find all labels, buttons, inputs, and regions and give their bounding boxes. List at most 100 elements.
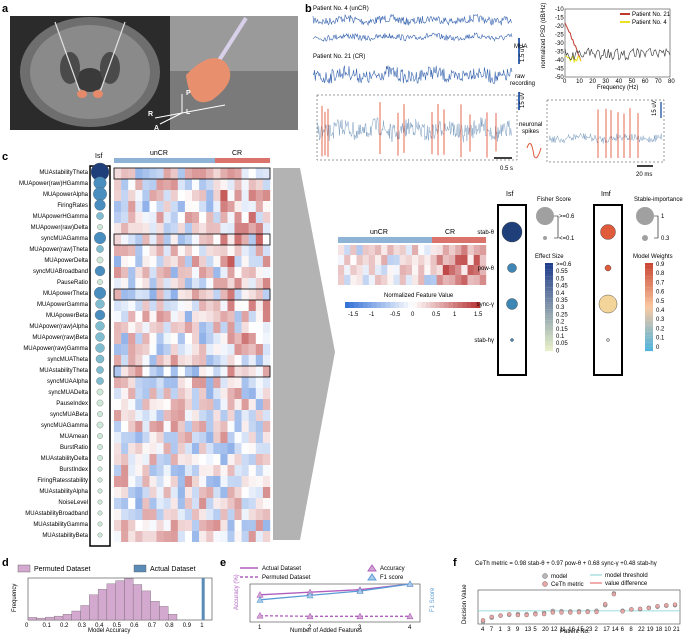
heatmap-cell <box>121 300 129 311</box>
heatmap-cell <box>177 267 186 278</box>
heatmap-cell <box>149 344 157 355</box>
heatmap-cell <box>170 509 178 520</box>
label-mua: MUA <box>514 44 527 50</box>
heatmap-cell <box>170 267 178 278</box>
colorbar-step <box>457 302 463 308</box>
hist-bar <box>168 614 178 621</box>
f-xtick: 17 <box>603 627 610 633</box>
panel-e: e Actual Dataset Permuted Dataset Accuracy… <box>220 557 436 634</box>
weights-step <box>645 293 653 297</box>
scale-mua: 1.5 uV <box>520 45 526 62</box>
ceth-point <box>576 610 582 615</box>
heatmap-cell <box>241 201 249 212</box>
heatmap-cell <box>135 322 143 333</box>
heatmap-cell <box>192 278 200 289</box>
effect-step <box>545 289 553 292</box>
effect-step <box>545 269 553 272</box>
zoom-heat-cell <box>461 275 468 285</box>
zoom-heat-cell <box>344 245 351 255</box>
effect-step <box>545 285 553 288</box>
e-marker <box>256 612 264 619</box>
zoom-heat-cell <box>473 245 481 255</box>
heatmap-cell <box>227 201 235 212</box>
isf-dot <box>96 212 104 220</box>
heatmap-cell <box>213 333 221 344</box>
heatmap-cell <box>121 432 129 443</box>
heatmap-cell <box>156 168 164 179</box>
heatmap-cell <box>199 289 207 300</box>
heatmap-cell <box>199 267 207 278</box>
heatmap-cell <box>142 179 150 190</box>
heatmap-cell <box>163 245 171 256</box>
zoom-heat-cell <box>338 265 345 275</box>
heatmap-cell <box>121 443 129 454</box>
heatmap-cell <box>192 498 200 509</box>
e-xtick: 1 <box>258 625 262 631</box>
heatmap-cell <box>255 421 264 432</box>
heatmap-cell <box>170 201 178 212</box>
feature-label: BurstRatio <box>60 445 89 451</box>
heatmap-cell <box>220 388 228 399</box>
electrode-left <box>54 21 81 93</box>
effect-step <box>545 293 553 297</box>
colorbar-tick: 0.5 <box>432 312 441 318</box>
highlight-row <box>113 288 271 301</box>
heatmap-cell <box>220 190 228 201</box>
heatmap-cell <box>220 443 228 454</box>
zoom-heat-cell <box>344 275 351 285</box>
heatmap-cell <box>220 355 228 366</box>
zoom-heat-cell <box>399 245 407 255</box>
colorbar-step <box>390 302 395 308</box>
heatmap-cell <box>135 531 143 542</box>
heatmap-cell <box>213 267 221 278</box>
psd-xtick: 80 <box>668 79 675 85</box>
heatmap-cell <box>177 432 186 443</box>
heatmap-cell <box>121 531 129 542</box>
zoom-imf-dot <box>600 224 616 240</box>
heatmap-cell <box>248 443 256 454</box>
heatmap-cell <box>135 377 143 388</box>
colorbar-step <box>466 302 472 308</box>
heatmap-cell <box>192 377 200 388</box>
zoom-heat-cell <box>479 275 487 285</box>
heatmap-cell <box>248 388 256 399</box>
heatmap-cell <box>163 487 171 498</box>
heatmap-cell <box>192 190 200 201</box>
heatmap-cell <box>213 322 221 333</box>
zoom-imf-title: Imf <box>601 191 611 198</box>
trace-title-unCR: Patient No. 4 (unCR) <box>313 6 369 12</box>
zoom-imf-dot <box>598 294 618 314</box>
heatmap-cell <box>114 454 122 465</box>
ceth-point <box>637 606 643 611</box>
heatmap-cell <box>262 377 271 388</box>
heatmap-cell <box>248 201 256 212</box>
weights-step <box>645 335 653 338</box>
heatmap-cell <box>128 179 136 190</box>
effect-tick: 0 <box>556 348 560 354</box>
heatmap-cell <box>262 443 271 454</box>
heatmap-cell <box>192 443 200 454</box>
heatmap-cell <box>170 344 178 355</box>
effect-step <box>545 304 553 308</box>
heatmap-cell <box>227 190 235 201</box>
e-axes <box>249 583 421 623</box>
isf-dot <box>97 466 103 472</box>
heatmap-cell <box>156 476 164 487</box>
f-legend-ceth: CeTh metric <box>551 582 584 588</box>
heatmap-cell <box>255 333 264 344</box>
heatmap-cell <box>114 212 122 223</box>
heatmap-cell <box>170 223 178 234</box>
heatmap-cell <box>192 223 200 234</box>
psd-xtick: 70 <box>655 79 662 85</box>
heatmap-cell <box>255 454 264 465</box>
f-xtick: 4 <box>481 627 485 633</box>
heatmap-cell <box>184 179 193 190</box>
colorbar-step <box>444 302 449 308</box>
heatmap-cell <box>177 531 186 542</box>
heatmap-cell <box>177 509 186 520</box>
heatmap-cell <box>241 531 249 542</box>
heatmap-cell <box>156 432 164 443</box>
heatmap-cell <box>213 476 221 487</box>
heatmap-cell <box>213 256 221 267</box>
heatmap-cell <box>121 289 129 300</box>
